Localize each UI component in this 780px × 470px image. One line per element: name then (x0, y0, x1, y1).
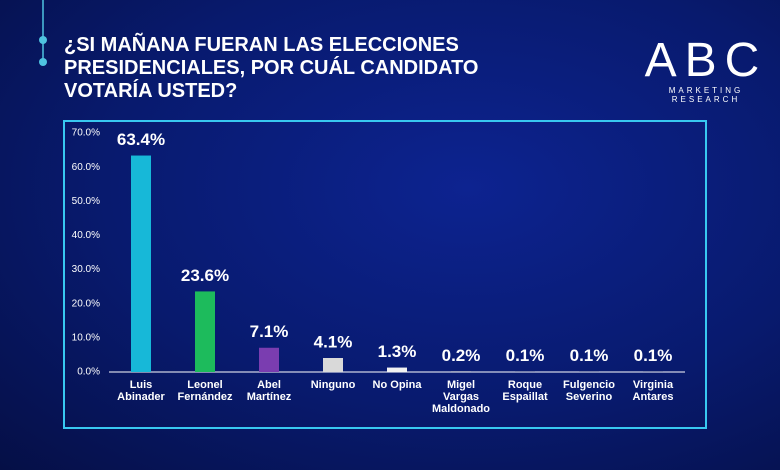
x-tick-label: Abel Martínez (246, 379, 292, 403)
x-tick-label: Migel Vargas Maldonado (431, 379, 491, 415)
y-tick-label: 70.0% (72, 128, 100, 139)
x-tick-label: Fulgencio Severino (563, 379, 615, 403)
value-label: 4.1% (314, 332, 353, 351)
value-label: 0.1% (570, 346, 609, 365)
decor-dot (39, 36, 47, 44)
value-label: 63.4% (117, 130, 165, 149)
logo-name: ABC (644, 34, 768, 87)
logo: ABC MARKETING RESEARCH (640, 34, 772, 105)
bar (323, 358, 343, 372)
y-tick-label: 30.0% (72, 264, 100, 275)
bar (131, 155, 151, 372)
value-label: 0.1% (634, 346, 673, 365)
y-tick-label: 40.0% (72, 230, 100, 241)
y-tick-label: 10.0% (72, 332, 100, 343)
value-label: 23.6% (181, 266, 229, 285)
bar (451, 371, 471, 372)
decor-dot (39, 58, 47, 66)
y-tick-label: 0.0% (77, 367, 100, 378)
y-tick-label: 60.0% (72, 162, 100, 173)
bar (195, 291, 215, 372)
value-label: 0.2% (442, 346, 481, 365)
logo-tagline: MARKETING RESEARCH (668, 86, 744, 104)
value-label: 1.3% (378, 342, 417, 361)
bar (387, 367, 407, 372)
bar (259, 347, 279, 372)
value-label: 7.1% (250, 322, 289, 341)
x-tick-label: Leonel Fernández (177, 379, 233, 403)
x-tick-label: Luis Abinader (117, 379, 165, 403)
x-tick-label: Ninguno (310, 379, 356, 391)
chart-frame (63, 120, 707, 429)
chart-title: ¿SI MAÑANA FUERAN LAS ELECCIONES PRESIDE… (64, 34, 479, 102)
x-tick-label: Virginia Antares (632, 379, 674, 403)
y-tick-label: 50.0% (72, 196, 100, 207)
x-tick-label: Roque Espaillat (502, 379, 548, 403)
x-tick-label: No Opina (372, 379, 422, 391)
value-label: 0.1% (506, 346, 545, 365)
y-tick-label: 20.0% (72, 298, 100, 309)
